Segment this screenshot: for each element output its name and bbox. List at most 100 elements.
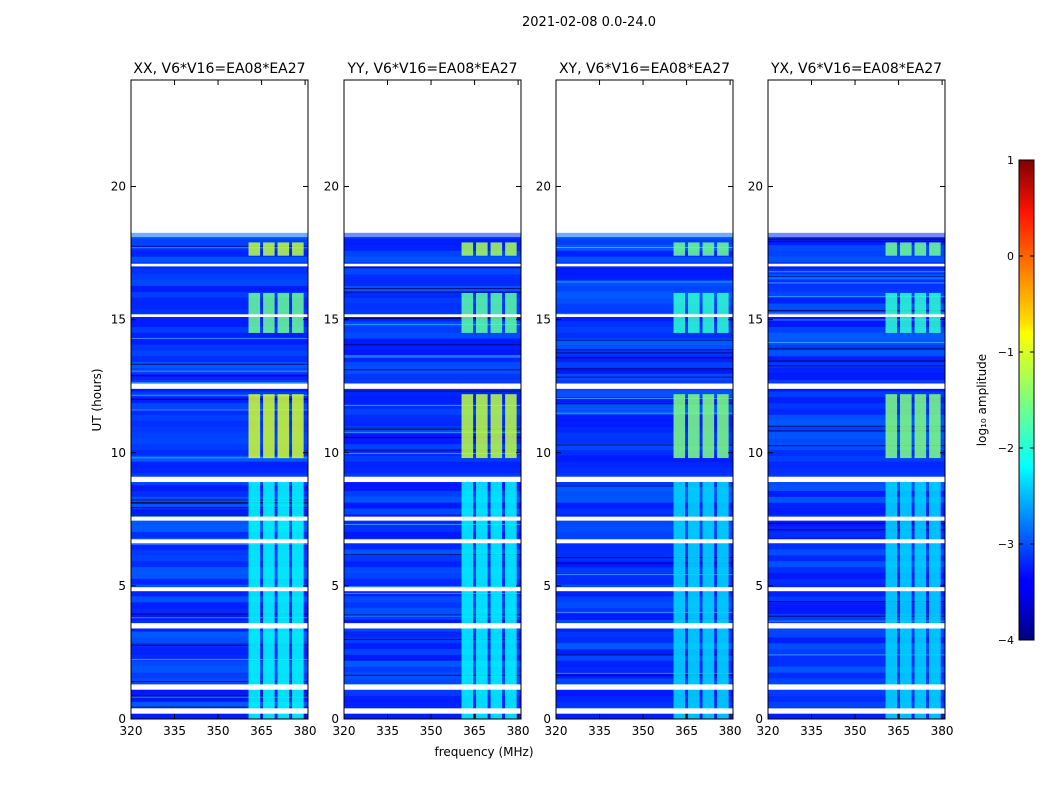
y-tick-label: 5 (543, 579, 551, 593)
rfi-channel (263, 479, 275, 719)
rfi-channel (688, 394, 700, 459)
heatmap-row (556, 396, 733, 404)
heatmap-row (556, 654, 733, 661)
x-tick-label: 350 (844, 724, 867, 738)
rfi-channel (929, 394, 941, 459)
y-tick-label: 0 (118, 712, 126, 726)
heatmap-streak (344, 452, 521, 454)
heatmap-streak (344, 449, 521, 451)
flagged-gap (556, 708, 733, 714)
x-tick-label: 320 (757, 724, 780, 738)
colorbar-gradient (1018, 159, 1035, 641)
heatmap-row (768, 408, 945, 415)
flagged-gap (556, 383, 733, 389)
heatmap-row (344, 549, 521, 556)
panel-frame (343, 79, 522, 720)
heatmap-streak (344, 266, 521, 268)
heatmap-row (131, 232, 308, 240)
heatmap-row (768, 467, 945, 474)
flagged-gap (768, 708, 945, 714)
heatmap-data (768, 232, 945, 719)
heatmap-row (131, 467, 308, 474)
heatmap-row (344, 326, 521, 333)
x-tick-label: 335 (588, 724, 611, 738)
heatmap-streak (344, 436, 521, 438)
heatmap-row (131, 396, 308, 404)
heatmap-row (131, 619, 308, 626)
heatmap-streak (768, 271, 945, 273)
rfi-channel (248, 242, 261, 256)
panel-xx: 320 335 350 365 380 0 5 10 15 20 XX, V6*V16=EA08*E… (111, 61, 317, 738)
heatmap-streak (344, 592, 521, 594)
heatmap-row (768, 631, 945, 638)
rfi-channel (476, 293, 488, 333)
panel-frame (130, 79, 309, 720)
heatmap-row (556, 285, 733, 292)
flagged-gap (556, 539, 733, 544)
rfi-channel (277, 293, 290, 333)
heatmap-row (768, 308, 945, 316)
heatmap-streak (344, 291, 521, 293)
rfi-channel (292, 394, 304, 459)
heatmap-row (344, 531, 521, 538)
heatmap-row (556, 455, 733, 462)
heatmap-row (556, 660, 733, 667)
heatmap-row (556, 648, 733, 656)
heatmap-row (768, 613, 945, 620)
heatmap-streak (556, 672, 733, 674)
heatmap-row (768, 232, 945, 240)
heatmap-row (344, 560, 521, 568)
heatmap-streak (344, 344, 521, 346)
heatmap-row (344, 701, 521, 708)
heatmap-row (768, 549, 945, 556)
heatmap-row (556, 467, 733, 474)
flagged-gap (556, 516, 733, 521)
heatmap-row (768, 648, 945, 656)
rfi-channel (461, 242, 474, 256)
heatmap-streak (131, 499, 308, 501)
y-tick-label: 15 (111, 313, 126, 327)
flagged-gap (131, 314, 308, 317)
heatmap-data (556, 232, 733, 719)
heatmap-row (131, 285, 308, 292)
heatmap-row (344, 572, 521, 579)
heatmap-row (344, 461, 521, 468)
rfi-channel (490, 479, 503, 719)
heatmap-row (131, 560, 308, 568)
heatmap-streak (556, 397, 733, 399)
heatmap-streak (556, 654, 733, 656)
heatmap-row (131, 426, 308, 433)
heatmap-row (556, 554, 733, 562)
heatmap-row (131, 543, 308, 550)
heatmap-streak (556, 403, 733, 405)
rfi-channel (461, 293, 474, 333)
rfi-channel (900, 293, 912, 333)
flagged-gap (556, 476, 733, 483)
heatmap-row (768, 642, 945, 650)
heatmap-row (556, 519, 733, 527)
heatmap-streak (344, 614, 521, 616)
flagged-gap (344, 383, 521, 389)
heatmap-row (768, 326, 945, 333)
rfi-channel (476, 242, 488, 256)
heatmap-row (131, 519, 308, 527)
heatmap-streak (768, 277, 945, 279)
heatmap-row (131, 279, 308, 287)
heatmap-streak (131, 617, 308, 619)
heatmap-row (344, 308, 521, 316)
heatmap-streak (768, 276, 945, 278)
heatmap-row (344, 543, 521, 550)
panel-xy: 320 335 350 365 380 0 5 10 15 20 XY, V6*V16=EA08*E… (536, 61, 742, 738)
rfi-channel (914, 479, 927, 719)
heatmap-row (344, 496, 521, 503)
heatmap-row (131, 431, 308, 439)
heatmap-row (131, 595, 308, 603)
heatmap-row (556, 402, 733, 410)
flagged-gap (768, 539, 945, 544)
heatmap-row (556, 631, 733, 638)
heatmap-row (344, 367, 521, 374)
heatmap-streak (344, 432, 521, 434)
heatmap-row (131, 250, 308, 257)
heatmap-row (131, 502, 308, 509)
heatmap-row (556, 443, 733, 451)
